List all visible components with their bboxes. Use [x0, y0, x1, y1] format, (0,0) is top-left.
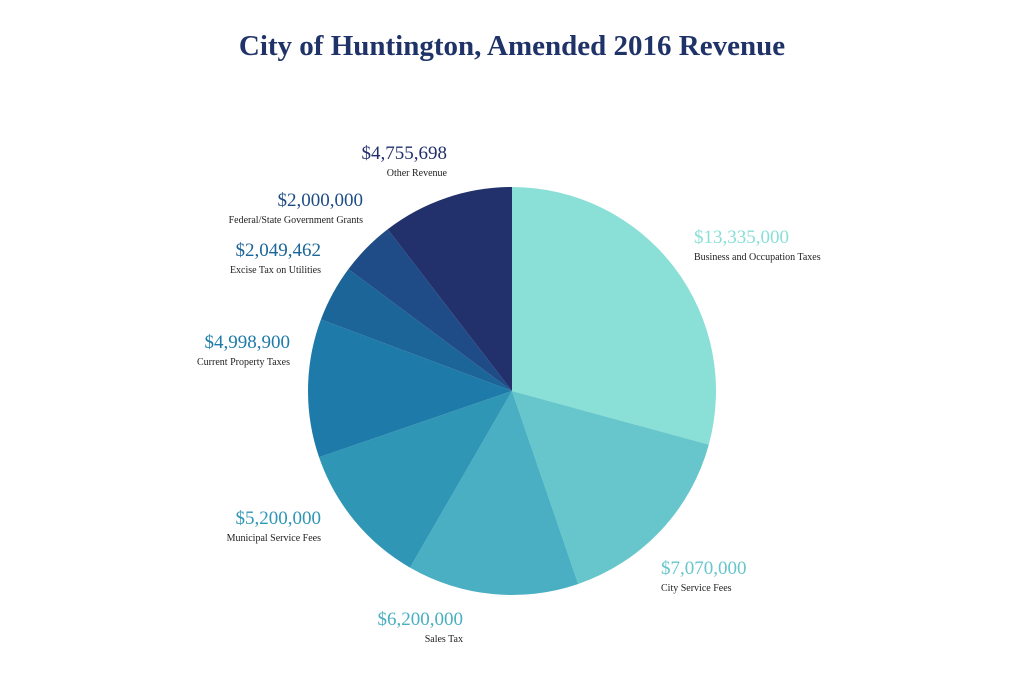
slice-value-label: $2,049,462 [236, 240, 322, 261]
slice-value-label: $13,335,000 [694, 227, 789, 248]
slice-value-label: $4,998,900 [205, 332, 291, 353]
slice-value-label: $6,200,000 [378, 609, 464, 630]
slice-category-label: Other Revenue [387, 168, 448, 179]
pie-slice[interactable] [387, 187, 512, 391]
slice-category-label: Sales Tax [425, 634, 463, 645]
slice-category-label: Business and Occupation Taxes [694, 252, 821, 263]
pie-slice[interactable] [319, 391, 512, 568]
slice-value-label: $4,755,698 [362, 143, 448, 164]
pie-slices [308, 187, 716, 596]
slice-category-label: City Service Fees [661, 583, 732, 594]
slice-category-label: Municipal Service Fees [227, 533, 322, 544]
chart-title: City of Huntington, Amended 2016 Revenue [238, 30, 786, 62]
pie-slice[interactable] [410, 391, 579, 596]
pie-labels: $13,335,000 Business and Occupation Taxes… [197, 143, 821, 645]
slice-value-label: $2,000,000 [278, 190, 364, 211]
pie-slice[interactable] [512, 187, 716, 445]
pie-slice[interactable] [308, 319, 512, 458]
pie-slice[interactable] [348, 229, 512, 391]
slice-value-label: $5,200,000 [236, 508, 322, 529]
slice-value-label: $7,070,000 [661, 558, 747, 579]
slice-category-label: Excise Tax on Utilities [230, 265, 321, 276]
slice-category-label: Current Property Taxes [197, 357, 290, 368]
pie-slice[interactable] [320, 269, 512, 391]
pie-slice[interactable] [512, 391, 709, 584]
slice-category-label: Federal/State Government Grants [229, 215, 364, 226]
